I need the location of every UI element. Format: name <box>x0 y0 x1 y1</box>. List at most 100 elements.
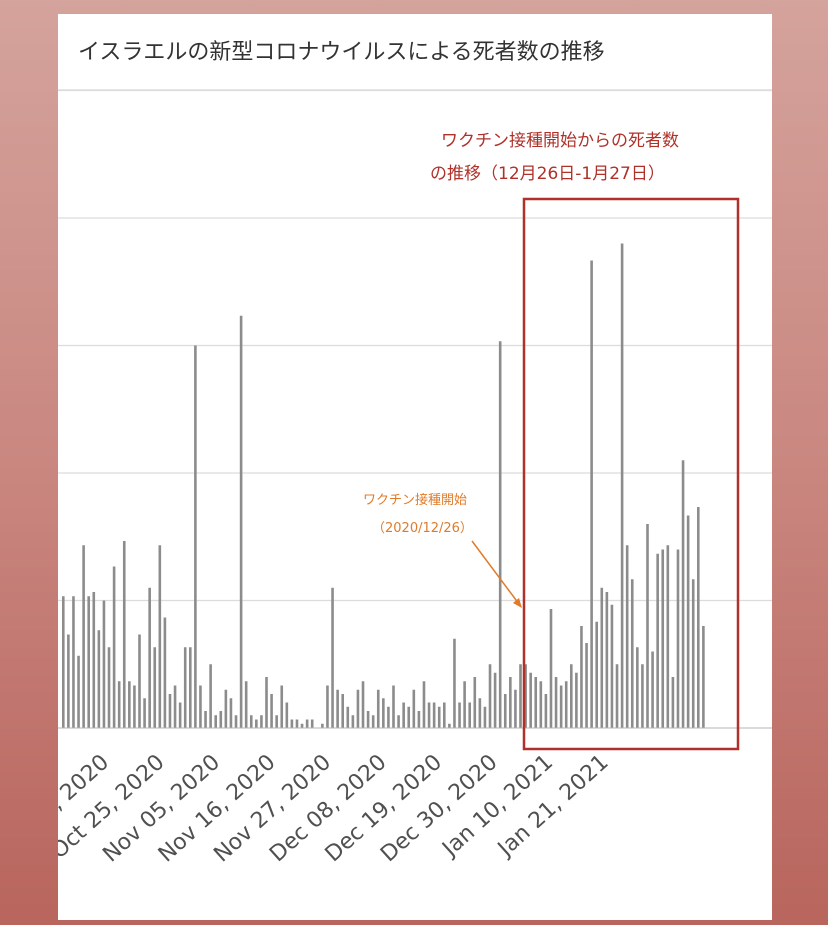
bar-48 <box>305 719 309 728</box>
bar-15 <box>138 634 141 728</box>
bar-60 <box>366 711 370 728</box>
bar-117 <box>656 553 659 728</box>
bar-17 <box>148 587 151 728</box>
bar-20 <box>163 617 167 728</box>
bar-71 <box>422 681 426 728</box>
bar-100 <box>570 664 573 728</box>
bar-67 <box>402 702 405 728</box>
bar-105 <box>595 621 598 728</box>
bar-6 <box>92 592 96 728</box>
bar-73 <box>432 702 436 728</box>
bars-group <box>62 243 705 728</box>
vaccination-start-label-line1: ワクチン接種開始 <box>363 492 467 508</box>
bar-72 <box>427 702 431 728</box>
bar-74 <box>437 706 441 728</box>
bar-19 <box>158 545 162 728</box>
bar-125 <box>697 507 700 728</box>
bar-30 <box>214 715 217 728</box>
bar-86 <box>498 341 502 728</box>
bar-70 <box>417 711 421 728</box>
bar-69 <box>412 689 416 728</box>
bar-14 <box>133 685 136 728</box>
bar-33 <box>229 698 233 728</box>
bar-54 <box>336 689 339 728</box>
bar-66 <box>397 715 400 728</box>
bar-119 <box>666 545 670 728</box>
grid-lines <box>58 89 772 602</box>
bar-16 <box>143 698 146 728</box>
bar-42 <box>275 715 278 728</box>
bar-25 <box>189 647 192 728</box>
highlight-label-line1: ワクチン接種開始からの死者数 <box>441 131 679 151</box>
bar-109 <box>615 664 619 728</box>
bar-9 <box>107 647 111 728</box>
bar-10 <box>112 566 116 728</box>
bar-78 <box>458 702 461 728</box>
bar-5 <box>87 596 90 728</box>
bar-40 <box>265 677 268 728</box>
bar-111 <box>625 545 629 728</box>
bar-96 <box>549 609 553 728</box>
bar-55 <box>341 694 344 728</box>
bar-36 <box>244 681 248 728</box>
vaccination-start-arrow-head <box>513 598 522 608</box>
bar-121 <box>676 549 680 728</box>
bar-108 <box>610 604 614 728</box>
bar-122 <box>681 460 685 728</box>
bar-95 <box>544 694 548 728</box>
bar-13 <box>128 681 131 728</box>
vaccination-start-arrow-line <box>471 540 520 605</box>
bar-81 <box>473 677 477 728</box>
bar-49 <box>310 719 314 728</box>
bar-41 <box>270 694 273 728</box>
bar-106 <box>600 587 604 728</box>
bar-21 <box>168 694 172 728</box>
bar-89 <box>514 689 517 728</box>
bar-43 <box>280 685 284 728</box>
bar-115 <box>646 524 649 728</box>
bar-38 <box>255 719 258 728</box>
bar-126 <box>702 626 705 728</box>
bar-1 <box>67 634 70 728</box>
bar-52 <box>326 685 329 728</box>
bar-92 <box>529 672 532 728</box>
bar-84 <box>488 664 492 728</box>
bar-110 <box>620 243 624 728</box>
bar-94 <box>539 681 543 728</box>
bar-87 <box>503 694 507 728</box>
bar-61 <box>371 715 375 728</box>
bar-113 <box>636 647 639 728</box>
bar-18 <box>153 647 157 728</box>
bar-116 <box>651 651 654 728</box>
bar-65 <box>392 685 395 728</box>
bar-83 <box>483 706 487 728</box>
bar-98 <box>559 685 563 728</box>
bar-24 <box>183 647 187 728</box>
bar-75 <box>443 702 446 728</box>
bar-102 <box>580 626 583 728</box>
bar-58 <box>356 689 360 728</box>
bar-99 <box>564 681 568 728</box>
chart-svg: イスラエルの新型コロナウイルスによる死者数の推移 Oct 14, 2020Oct… <box>58 40 772 868</box>
bar-34 <box>234 715 238 728</box>
bar-53 <box>331 587 334 728</box>
bar-63 <box>382 698 385 728</box>
bar-37 <box>249 715 253 728</box>
bar-46 <box>295 719 299 728</box>
bar-112 <box>630 579 634 728</box>
bar-123 <box>686 515 690 728</box>
bar-76 <box>448 723 451 728</box>
bar-64 <box>387 706 390 728</box>
bar-11 <box>117 681 121 728</box>
bar-62 <box>376 689 380 728</box>
bar-39 <box>260 715 263 728</box>
bar-26 <box>194 345 197 728</box>
highlight-label-line2: の推移（12月26日-1月27日） <box>430 164 665 184</box>
bar-93 <box>534 677 538 728</box>
bar-104 <box>590 260 593 728</box>
bar-27 <box>199 685 202 728</box>
bar-107 <box>605 592 609 728</box>
bar-97 <box>554 677 558 728</box>
bar-2 <box>72 596 75 728</box>
